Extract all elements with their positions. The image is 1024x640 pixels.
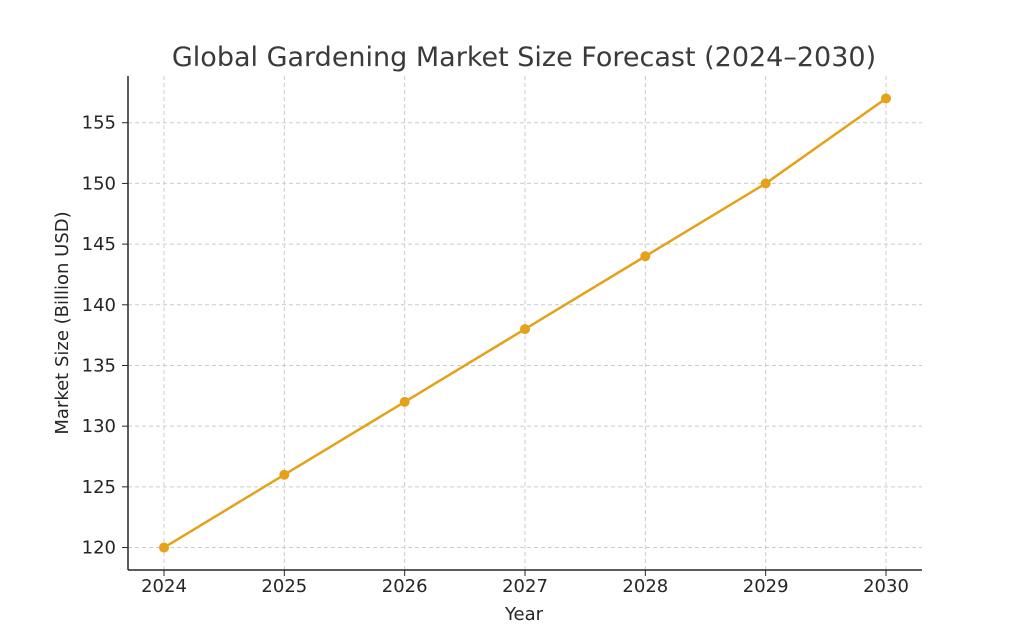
x-tick-label: 2028 [622, 576, 668, 597]
x-tick-label: 2025 [261, 576, 307, 597]
y-tick-label: 135 [82, 355, 116, 376]
grid [128, 76, 922, 570]
data-point [159, 542, 169, 553]
x-axis-ticks: 2024 2025 2026 2027 2028 2029 2030 [141, 570, 909, 597]
data-point [399, 396, 410, 407]
data-point [640, 251, 651, 262]
y-tick-label: 125 [82, 477, 116, 498]
y-tick-label: 130 [82, 416, 116, 437]
data-point [760, 178, 771, 189]
data-point [881, 93, 891, 104]
y-axis-label: Market Size (Billion USD) [52, 211, 73, 434]
y-tick-label: 140 [82, 295, 116, 316]
y-tick-label: 145 [82, 234, 116, 255]
y-tick-label: 150 [82, 173, 116, 194]
x-tick-label: 2030 [863, 576, 909, 597]
y-axis-ticks: 120 125 130 135 140 145 150 155 [82, 113, 128, 559]
y-tick-label: 155 [82, 113, 116, 134]
x-tick-label: 2027 [502, 576, 548, 597]
chart-title: Global Gardening Market Size Forecast (2… [172, 42, 876, 73]
data-point [279, 469, 290, 480]
x-tick-label: 2029 [743, 576, 789, 597]
data-point [520, 324, 530, 335]
y-tick-label: 120 [82, 538, 116, 559]
x-axis-label: Year [504, 604, 544, 625]
x-tick-label: 2026 [382, 576, 428, 597]
x-tick-label: 2024 [141, 576, 187, 597]
series-group [159, 93, 891, 553]
